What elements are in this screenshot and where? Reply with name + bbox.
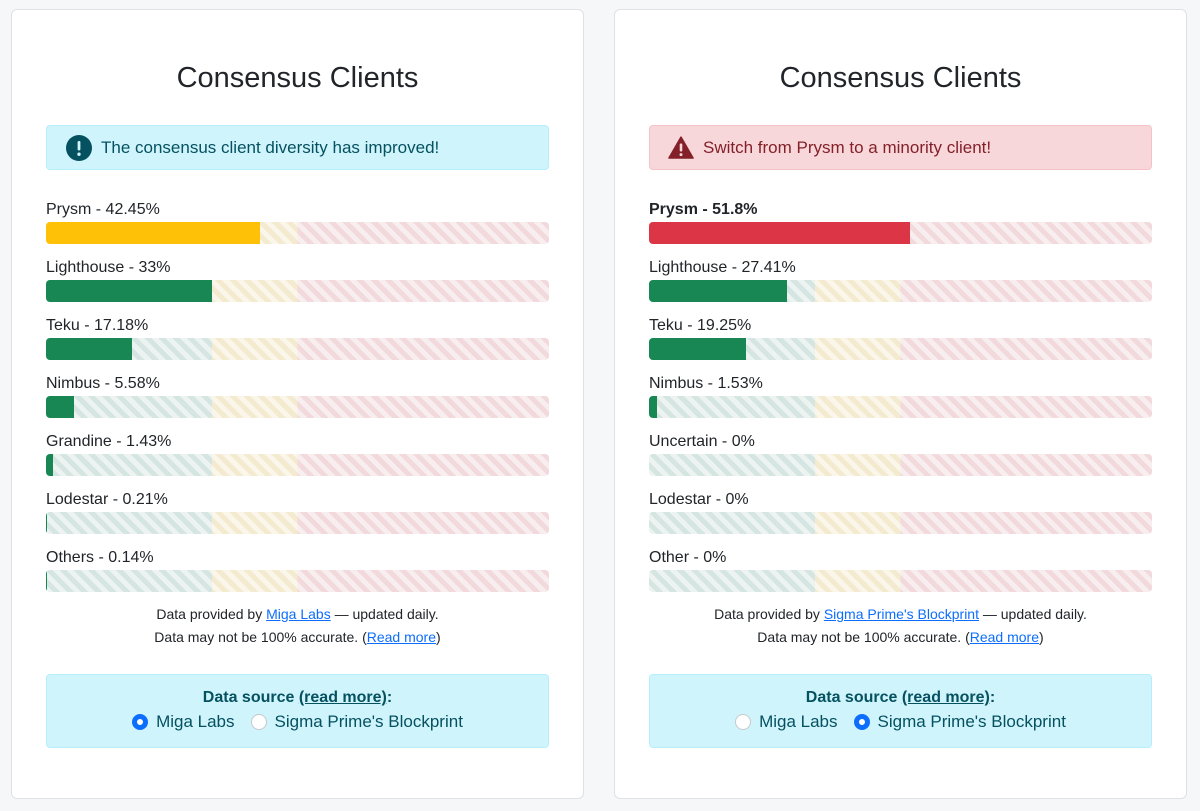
client-label: Lighthouse - 33% — [46, 259, 171, 276]
client-list: Prysm - 51.8% Lighthouse - 27.41% Teku -… — [649, 199, 1152, 605]
progress-bar — [46, 222, 549, 244]
note-text: Data may not be 100% accurate. ( — [154, 629, 367, 645]
client-row: Teku - 17.18% — [46, 315, 549, 373]
client-row: Prysm - 51.8% — [649, 199, 1152, 257]
client-label: Lodestar - 0% — [649, 491, 749, 508]
progress-fill — [46, 512, 48, 534]
radio-button[interactable] — [250, 714, 267, 730]
source-heading: : — [989, 689, 996, 706]
client-label: Lodestar - 0.21% — [46, 491, 168, 508]
progress-fill — [649, 338, 746, 360]
source-heading: Data source — [202, 689, 299, 706]
progress-bar — [46, 570, 549, 592]
radio-label: Miga Labs — [759, 712, 838, 731]
client-list: Prysm - 42.45% Lighthouse - 33% Teku - 1… — [46, 199, 549, 605]
client-label: Uncertain - 0% — [649, 433, 755, 450]
client-row: Nimbus - 5.58% — [46, 373, 549, 431]
progress-bar — [649, 512, 1152, 534]
client-row: Lodestar - 0.21% — [46, 489, 549, 547]
client-row: Nimbus - 1.53% — [649, 373, 1152, 431]
note-text: Data may not be 100% accurate. ( — [757, 629, 970, 645]
source-heading: Data source — [805, 689, 902, 706]
client-row: Teku - 19.25% — [649, 315, 1152, 373]
card-title: Consensus Clients — [176, 62, 419, 94]
progress-fill — [46, 570, 47, 592]
progress-bar — [649, 338, 1152, 360]
client-row: Lodestar - 0% — [649, 489, 1152, 547]
note-text: ) — [436, 629, 441, 645]
radio-button[interactable] — [735, 714, 752, 730]
source-read-more-link[interactable]: (read more) — [298, 689, 387, 706]
progress-fill — [46, 280, 212, 302]
progress-bar — [649, 570, 1152, 592]
client-label: Prysm - 51.8% — [649, 201, 758, 218]
client-label: Teku - 17.18% — [46, 317, 149, 334]
radio-label: Miga Labs — [156, 712, 235, 731]
progress-bar — [46, 338, 549, 360]
client-label: Teku - 19.25% — [649, 317, 752, 334]
read-more-link[interactable]: Read more — [969, 629, 1040, 645]
consensus-card-blockprint: Consensus Clients Switch from Prysm to a… — [614, 9, 1187, 799]
progress-bar — [649, 222, 1152, 244]
client-row: Prysm - 42.45% — [46, 199, 549, 257]
note-text: ) — [1039, 629, 1044, 645]
progress-bar — [46, 512, 549, 534]
progress-bar — [46, 396, 549, 418]
progress-fill — [46, 222, 260, 244]
consensus-card-miga-labs: Consensus Clients The consensus client d… — [11, 9, 584, 799]
client-row: Grandine - 1.43% — [46, 431, 549, 489]
client-label: Nimbus - 1.53% — [649, 375, 763, 392]
blockprint-link[interactable]: Sigma Prime's Blockprint — [823, 606, 979, 622]
client-row: Lighthouse - 33% — [46, 257, 549, 315]
data-provider-note: Data provided by Sigma Prime's Blockprin… — [615, 603, 1186, 649]
progress-fill — [649, 222, 910, 244]
card-title: Consensus Clients — [779, 62, 1022, 94]
client-label: Other - 0% — [649, 549, 727, 566]
client-label: Nimbus - 5.58% — [46, 375, 160, 392]
note-text: — updated daily. — [330, 606, 439, 622]
source-heading: : — [386, 689, 393, 706]
radio-label: Sigma Prime's Blockprint — [274, 712, 463, 731]
read-more-link[interactable]: Read more — [366, 629, 437, 645]
client-row: Other - 0% — [649, 547, 1152, 605]
progress-fill — [46, 338, 133, 360]
progress-fill — [649, 396, 657, 418]
client-row: Uncertain - 0% — [649, 431, 1152, 489]
client-label: Grandine - 1.43% — [46, 433, 172, 450]
alert-text: The consensus client diversity has impro… — [101, 137, 440, 157]
progress-fill — [46, 454, 54, 476]
progress-bar — [649, 280, 1152, 302]
source-option-blockprint[interactable]: Sigma Prime's Blockprint — [250, 712, 463, 732]
radio-label: Sigma Prime's Blockprint — [877, 712, 1066, 731]
data-source-selector: Data source (read more): Miga Labs Sigma… — [649, 674, 1152, 748]
progress-bar — [46, 280, 549, 302]
alert-text: Switch from Prysm to a minority client! — [703, 137, 992, 157]
radio-button[interactable] — [853, 714, 870, 730]
radio-button[interactable] — [132, 714, 149, 730]
progress-bar — [649, 396, 1152, 418]
warning-triangle-icon — [668, 136, 694, 159]
progress-fill — [46, 396, 75, 418]
data-source-selector: Data source (read more): Miga Labs Sigma… — [46, 674, 549, 748]
minority-client-warning-alert: Switch from Prysm to a minority client! — [649, 125, 1152, 170]
source-option-blockprint[interactable]: Sigma Prime's Blockprint — [853, 712, 1066, 732]
exclamation-circle-icon — [66, 134, 92, 161]
source-option-miga-labs[interactable]: Miga Labs — [132, 712, 235, 732]
progress-bar — [46, 454, 549, 476]
note-text: Data provided by — [714, 606, 824, 622]
note-text: — updated daily. — [978, 606, 1087, 622]
client-row: Lighthouse - 27.41% — [649, 257, 1152, 315]
diversity-improved-alert: The consensus client diversity has impro… — [46, 125, 549, 170]
miga-labs-link[interactable]: Miga Labs — [266, 606, 331, 622]
progress-bar — [649, 454, 1152, 476]
note-text: Data provided by — [156, 606, 267, 622]
client-label: Others - 0.14% — [46, 549, 154, 566]
source-read-more-link[interactable]: (read more) — [901, 689, 990, 706]
data-provider-note: Data provided by Miga Labs — updated dai… — [12, 603, 583, 649]
client-row: Others - 0.14% — [46, 547, 549, 605]
progress-fill — [649, 280, 787, 302]
client-label: Prysm - 42.45% — [46, 201, 160, 218]
client-label: Lighthouse - 27.41% — [649, 259, 796, 276]
source-option-miga-labs[interactable]: Miga Labs — [735, 712, 838, 732]
